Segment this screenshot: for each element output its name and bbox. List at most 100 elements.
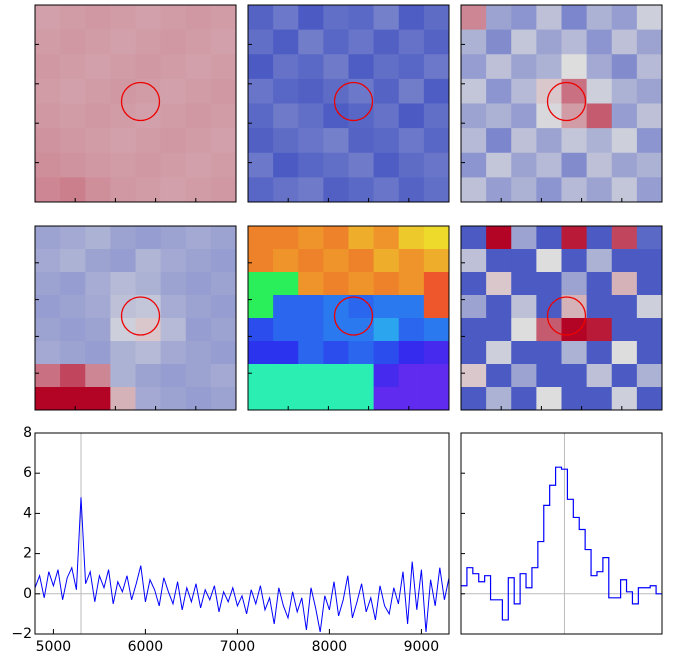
pixel [536, 226, 562, 250]
pixel [536, 54, 562, 80]
pixel [511, 152, 537, 178]
pixel [486, 78, 512, 104]
pixel [461, 387, 487, 411]
pixel [586, 78, 613, 104]
pixel [586, 249, 613, 273]
aperture [333, 81, 374, 122]
pixel [461, 226, 487, 250]
pixel [298, 226, 324, 250]
pixel [536, 249, 562, 273]
pixel [248, 364, 274, 388]
pixel [60, 128, 86, 154]
pixel [611, 128, 638, 154]
pixel [110, 78, 136, 104]
pixel [536, 29, 562, 55]
pixel [35, 341, 61, 365]
pixel [636, 152, 663, 178]
pixel [110, 341, 136, 365]
pixel [423, 29, 450, 55]
pixel [323, 103, 349, 129]
pixel [398, 78, 425, 104]
pixel [511, 177, 537, 203]
pixel [323, 29, 349, 55]
pixel [273, 29, 299, 55]
pixel [110, 177, 136, 203]
pixel [160, 152, 187, 178]
y-tick-label: 6 [23, 465, 32, 481]
pixel [185, 177, 212, 203]
pixel [636, 272, 663, 296]
pixel [35, 272, 61, 296]
pixel [210, 54, 237, 80]
pixel [60, 272, 86, 296]
pixel [486, 341, 512, 365]
pixel [611, 177, 638, 203]
pixel [636, 226, 663, 250]
pixel [611, 152, 638, 178]
pixel [85, 341, 111, 365]
pixel [461, 341, 487, 365]
pixel [348, 341, 375, 365]
pixel [536, 341, 562, 365]
pixel [586, 152, 613, 178]
pixel [35, 295, 61, 319]
aperture [546, 296, 587, 336]
pixel [298, 54, 324, 80]
pixel [486, 29, 512, 55]
pixel [511, 226, 537, 250]
pixel [511, 341, 537, 365]
pixel [636, 341, 663, 365]
pixel [298, 128, 324, 154]
pixel [110, 54, 136, 80]
pixel [85, 295, 111, 319]
pixel [60, 78, 86, 104]
pixel [160, 249, 187, 273]
panel-frame [34, 225, 237, 411]
pixel [160, 5, 187, 31]
pixel [461, 29, 487, 55]
pixel [423, 5, 450, 31]
pixel [323, 5, 349, 31]
pixel [423, 364, 450, 388]
pixel [248, 318, 274, 342]
pixel [348, 364, 375, 388]
pixel [486, 128, 512, 154]
pixel [60, 387, 86, 411]
pixel [636, 249, 663, 273]
pixel [210, 318, 237, 342]
pixel [60, 249, 86, 273]
pixel [248, 78, 274, 104]
pixel [561, 226, 588, 250]
pixel [273, 103, 299, 129]
pixel [185, 128, 212, 154]
pixel [210, 128, 237, 154]
pixel [398, 152, 425, 178]
pixel [561, 152, 588, 178]
pixel [611, 29, 638, 55]
panel-frame [34, 432, 450, 635]
pixel [273, 387, 299, 411]
pixel [461, 5, 487, 31]
pixel [636, 177, 663, 203]
pixel [298, 5, 324, 31]
pixel [486, 318, 512, 342]
pixel [135, 54, 162, 80]
pixel [35, 318, 61, 342]
pixel [85, 78, 111, 104]
pixel [486, 272, 512, 296]
pixel [248, 128, 274, 154]
pixel [461, 54, 487, 80]
pixel [35, 387, 61, 411]
pixel [210, 78, 237, 104]
pixel [461, 295, 487, 319]
pixel [298, 318, 324, 342]
pixel [611, 318, 638, 342]
pixel [135, 341, 162, 365]
pixel [348, 318, 375, 342]
pixel [185, 387, 212, 411]
pixel [273, 78, 299, 104]
pixel [185, 29, 212, 55]
pixel [85, 272, 111, 296]
pixel [210, 272, 237, 296]
pixel [248, 177, 274, 203]
